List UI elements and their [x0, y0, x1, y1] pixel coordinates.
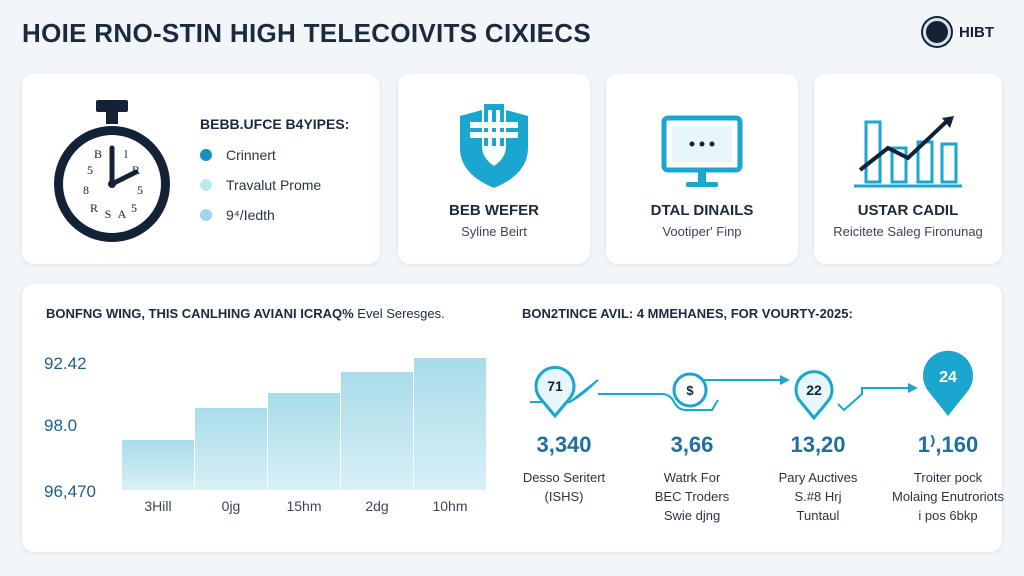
- page-title: HOIE RNO-STIN HIGH TELECOIVITS CIXIECS: [22, 18, 592, 48]
- monitor-icon: [661, 115, 743, 187]
- list-item-label: 9⁴/Iedth: [226, 207, 275, 223]
- step-label-line: S.#8 Hrj: [794, 489, 842, 504]
- y-tick-label: 92.42: [44, 354, 87, 373]
- right-section-title: BON2TINCE AVIL: 4 MMEHANES, FOR VOURTY-2…: [522, 306, 853, 321]
- step-label-line: BEC Troders: [654, 489, 730, 504]
- clock-numeral: 5: [87, 163, 93, 177]
- clock-numeral: B: [94, 147, 102, 161]
- step-label: Watrk For BEC Troders Swie djng: [622, 468, 762, 525]
- step-label-line: Tuntaul: [796, 508, 840, 523]
- list-item: Travalut Prome: [200, 170, 321, 200]
- x-tick-label: 2dg: [365, 498, 389, 514]
- card-subtitle: Vootiper' Finp: [662, 224, 742, 239]
- y-tick-label: 98.0: [44, 416, 78, 435]
- clock-numeral: S: [105, 207, 112, 221]
- growth-chart-icon: [854, 116, 962, 188]
- map-pin-icon: 71: [534, 365, 576, 418]
- x-tick-label: 15hm: [286, 498, 322, 514]
- bullet-dot-icon: [200, 179, 212, 191]
- x-tick-label: 10hm: [432, 498, 468, 514]
- shield-icon: [460, 104, 528, 188]
- pin-label: $: [686, 383, 694, 398]
- card-title: USTAR CADIL: [857, 202, 959, 219]
- brand-name: HIBT: [959, 23, 994, 41]
- step-label-line: (ISHS): [544, 489, 584, 504]
- card-title: DTAL DINAILS: [650, 202, 754, 219]
- clock-numeral: l: [124, 147, 128, 161]
- step-label-line: Molaing Enutroriots: [892, 489, 1004, 504]
- left-title-bold: BONFNG WING, THIS CANLHING AVIANI ICRAQ%: [46, 306, 354, 321]
- step-label: Pary Auctives S.#8 Hrj Tuntaul: [748, 468, 888, 525]
- brand: HIBT: [923, 18, 994, 46]
- clock-numeral: R: [132, 163, 140, 177]
- step-label-line: Troiter pock: [913, 470, 983, 485]
- bar-chart: 92.42 98.0 96,470 3Hill 0jg 15hm 2dg 10hm: [22, 284, 502, 552]
- flow-connectors: [530, 375, 918, 412]
- legend-list: Crinnert Travalut Prome 9⁴/Iedth: [200, 140, 321, 230]
- step-value: 3,66: [670, 432, 714, 457]
- step-label-line: Pary Auctives: [778, 470, 858, 485]
- left-title-lite: Evel Seresges.: [357, 306, 445, 321]
- clock-numeral: A: [118, 207, 127, 221]
- bottom-panel: BONFNG WING, THIS CANLHING AVIANI ICRAQ%…: [22, 284, 1004, 552]
- list-item: Crinnert: [200, 140, 321, 170]
- step-label: Desso Seritert (ISHS): [494, 468, 634, 506]
- step-label: Troiter pock Molaing Enutroriots i pos 6…: [878, 468, 1018, 525]
- step-label-line: Watrk For: [663, 470, 721, 485]
- list-item-label: Crinnert: [226, 147, 276, 163]
- chart-bar: [122, 439, 194, 490]
- left-section-title: BONFNG WING, THIS CANLHING AVIANI ICRAQ%…: [46, 306, 445, 321]
- card-subtitle: Syline Beirt: [461, 224, 527, 239]
- brand-logo-icon: [923, 18, 951, 46]
- security-card: BEB WEFER Syline Beirt: [398, 74, 590, 264]
- growth-card: USTAR CADIL Reicitete Saleg Fironunag: [814, 74, 1002, 264]
- pin-label: 71: [547, 378, 563, 394]
- map-pin-icon: 24: [923, 350, 973, 416]
- x-tick-label: 0jg: [221, 498, 241, 514]
- bullet-dot-icon: [200, 209, 212, 221]
- clock-numeral: 5: [131, 201, 137, 215]
- chart-bar: [341, 372, 413, 490]
- step-label-line: Swie djng: [663, 508, 721, 523]
- step-label-line: Desso Seritert: [522, 470, 606, 485]
- bullet-dot-icon: [200, 149, 212, 161]
- list-item: 9⁴/Iedth: [200, 200, 321, 230]
- step-label-line: i pos 6bkp: [918, 508, 978, 523]
- card-subtitle: Reicitete Saleg Fironunag: [833, 224, 983, 239]
- clock-numeral: 8: [83, 183, 89, 197]
- clock-numeral: 5: [137, 183, 143, 197]
- pin-label: 22: [806, 382, 822, 398]
- map-pin-icon: 22: [794, 370, 834, 420]
- list-title: BEBB.UFCE B4YIPES:: [200, 116, 350, 132]
- y-tick-label: 96,470: [44, 482, 96, 501]
- step-value: 3,340: [536, 432, 592, 457]
- chart-bar: [268, 393, 340, 490]
- clock-numeral: R: [90, 201, 98, 215]
- list-item-label: Travalut Prome: [226, 177, 322, 193]
- card-title: BEB WEFER: [449, 202, 539, 219]
- chart-bar: [195, 407, 267, 490]
- map-pin-icon: $: [672, 372, 708, 408]
- x-tick-label: 3Hill: [144, 498, 172, 514]
- pin-label: 24: [939, 369, 957, 386]
- chart-bar: [414, 357, 486, 490]
- details-card: DTAL DINAILS Vootiper' Finp: [606, 74, 798, 264]
- step-value: 13,20: [790, 432, 846, 457]
- step-value: 1⁾,160: [917, 432, 979, 457]
